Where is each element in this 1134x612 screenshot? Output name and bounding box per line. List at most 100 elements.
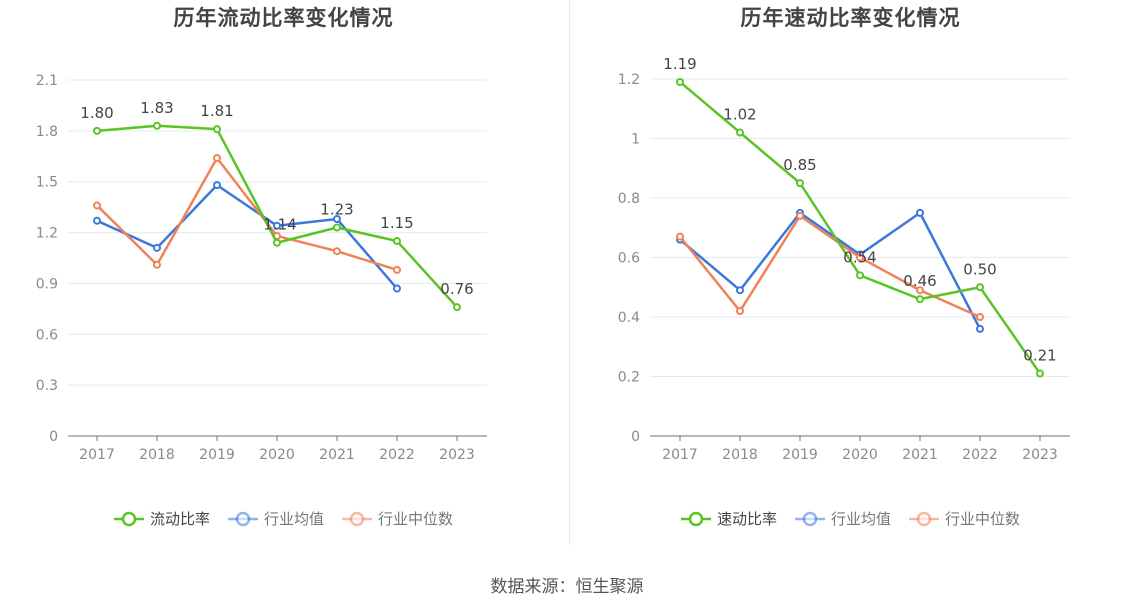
x-tick-label: 2021: [902, 447, 938, 463]
y-tick-label: 2.1: [36, 73, 58, 89]
x-tick-label: 2020: [259, 447, 295, 463]
legend-swatch-icon: [227, 511, 258, 526]
chart-title: 历年流动比率变化情况: [173, 6, 394, 30]
legend-item[interactable]: 行业中位数: [909, 508, 1020, 529]
series-line: [96, 156, 398, 272]
current-ratio-plot: 0 0.3 0.6 0.9 1.2 1.5 1.8 2.1 2017 2018 2019 2020 20…: [36, 73, 487, 463]
data-point[interactable]: [393, 265, 401, 274]
x-tick-label: 2019: [782, 447, 818, 463]
data-point[interactable]: [333, 247, 341, 256]
y-tick-label: 1: [631, 132, 640, 148]
legend-label: 行业均值: [830, 510, 891, 528]
data-point[interactable]: [736, 307, 744, 316]
data-source: 数据来源：恒生聚源: [490, 577, 644, 597]
legend-item[interactable]: 行业均值: [227, 508, 324, 529]
data-point[interactable]: [916, 208, 924, 217]
x-tick-label: 2018: [139, 447, 175, 463]
data-point[interactable]: [93, 201, 101, 210]
data-point[interactable]: [153, 121, 161, 130]
panel-divider: [569, 0, 570, 545]
legend-swatch-icon: [794, 511, 825, 526]
legend-swatch-icon: [113, 511, 144, 526]
x-tick-label: 2020: [842, 447, 878, 463]
data-point[interactable]: [213, 153, 221, 162]
data-label: 1.81: [200, 102, 233, 120]
x-tick-label: 2022: [962, 447, 998, 463]
chart-title: 历年速动比率变化情况: [740, 6, 961, 30]
data-point[interactable]: [273, 238, 281, 247]
data-point[interactable]: [916, 286, 924, 295]
chart-legend: 速动比率 行业均值 行业中位数: [567, 508, 1134, 529]
legend-label: 行业中位数: [378, 510, 454, 528]
x-tick-label: 2023: [439, 447, 475, 463]
legend-item[interactable]: 流动比率: [113, 508, 210, 529]
data-label: 1.19: [663, 55, 696, 73]
series-line: [679, 214, 981, 319]
data-point[interactable]: [213, 181, 221, 190]
data-point[interactable]: [153, 243, 161, 252]
data-point[interactable]: [333, 215, 341, 224]
legend-swatch-icon: [680, 511, 711, 526]
legend-swatch-icon: [342, 511, 372, 526]
data-point[interactable]: [736, 128, 744, 137]
legend-swatch-icon: [909, 511, 939, 526]
data-point[interactable]: [976, 313, 984, 321]
x-tick-label: 2017: [79, 447, 115, 463]
data-point[interactable]: [93, 126, 101, 135]
current-ratio-chart: 历年流动比率变化情况 0 0.3 0.6 0.9 1.2 1.5 1.8 2.1 2017 201…: [0, 0, 567, 545]
legend-label: 行业中位数: [945, 510, 1021, 528]
data-label: 1.23: [320, 200, 353, 218]
legend-item[interactable]: 行业均值: [794, 508, 891, 529]
data-point[interactable]: [393, 284, 401, 293]
data-label: 1.83: [140, 99, 173, 117]
legend-item[interactable]: 速动比率: [680, 508, 777, 529]
x-tick-label: 2021: [319, 447, 355, 463]
series-line: [679, 81, 1042, 375]
data-point[interactable]: [856, 253, 864, 262]
data-label: 0.46: [903, 272, 936, 290]
legend-label: 速动比率: [716, 510, 777, 528]
data-point[interactable]: [916, 295, 924, 304]
data-point[interactable]: [676, 232, 684, 241]
legend-item[interactable]: 行业中位数: [342, 508, 453, 529]
data-label: 0.85: [783, 156, 816, 174]
data-point[interactable]: [1036, 369, 1044, 378]
data-point[interactable]: [736, 286, 744, 295]
y-tick-label: 1.8: [36, 124, 58, 140]
y-tick-label: 0: [49, 429, 58, 445]
data-label: 1.14: [263, 216, 296, 234]
x-tick-label: 2018: [722, 447, 758, 463]
y-tick-label: 1.5: [36, 175, 58, 191]
y-tick-label: 1.2: [36, 226, 58, 242]
quick-ratio-plot: 0 0.2 0.4 0.6 0.8 1 1.2 2017 2018 2019 2020 2021 202…: [618, 55, 1070, 463]
data-label: 1.80: [80, 104, 113, 122]
data-point[interactable]: [453, 303, 461, 312]
y-tick-label: 0.3: [36, 378, 58, 394]
data-point[interactable]: [153, 260, 161, 269]
data-point[interactable]: [213, 125, 221, 134]
data-point[interactable]: [796, 211, 804, 220]
x-tick-label: 2023: [1022, 447, 1058, 463]
data-point[interactable]: [856, 271, 864, 280]
data-point[interactable]: [273, 221, 281, 230]
chart-legend: 流动比率 行业均值 行业中位数: [0, 508, 567, 529]
data-label: 0.50: [963, 260, 996, 278]
x-tick-label: 2022: [379, 447, 415, 463]
x-tick-label: 2017: [662, 447, 698, 463]
y-tick-label: 0.2: [618, 370, 640, 386]
data-label: 1.02: [723, 106, 756, 124]
data-label: 0.54: [843, 248, 876, 266]
quick-ratio-chart: 历年速动比率变化情况 0 0.2 0.4 0.6 0.8 1 1.2 2017 2018 2019…: [567, 0, 1134, 545]
legend-label: 流动比率: [149, 510, 210, 528]
y-tick-label: 0: [631, 429, 640, 445]
data-point[interactable]: [796, 179, 804, 188]
series-line: [679, 211, 982, 330]
data-point[interactable]: [976, 283, 984, 292]
legend-label: 行业均值: [263, 510, 324, 528]
data-point[interactable]: [976, 324, 984, 333]
data-label: 1.15: [380, 214, 413, 232]
data-point[interactable]: [393, 237, 401, 246]
data-point[interactable]: [333, 223, 341, 232]
data-point[interactable]: [676, 77, 684, 86]
data-point[interactable]: [93, 216, 101, 225]
